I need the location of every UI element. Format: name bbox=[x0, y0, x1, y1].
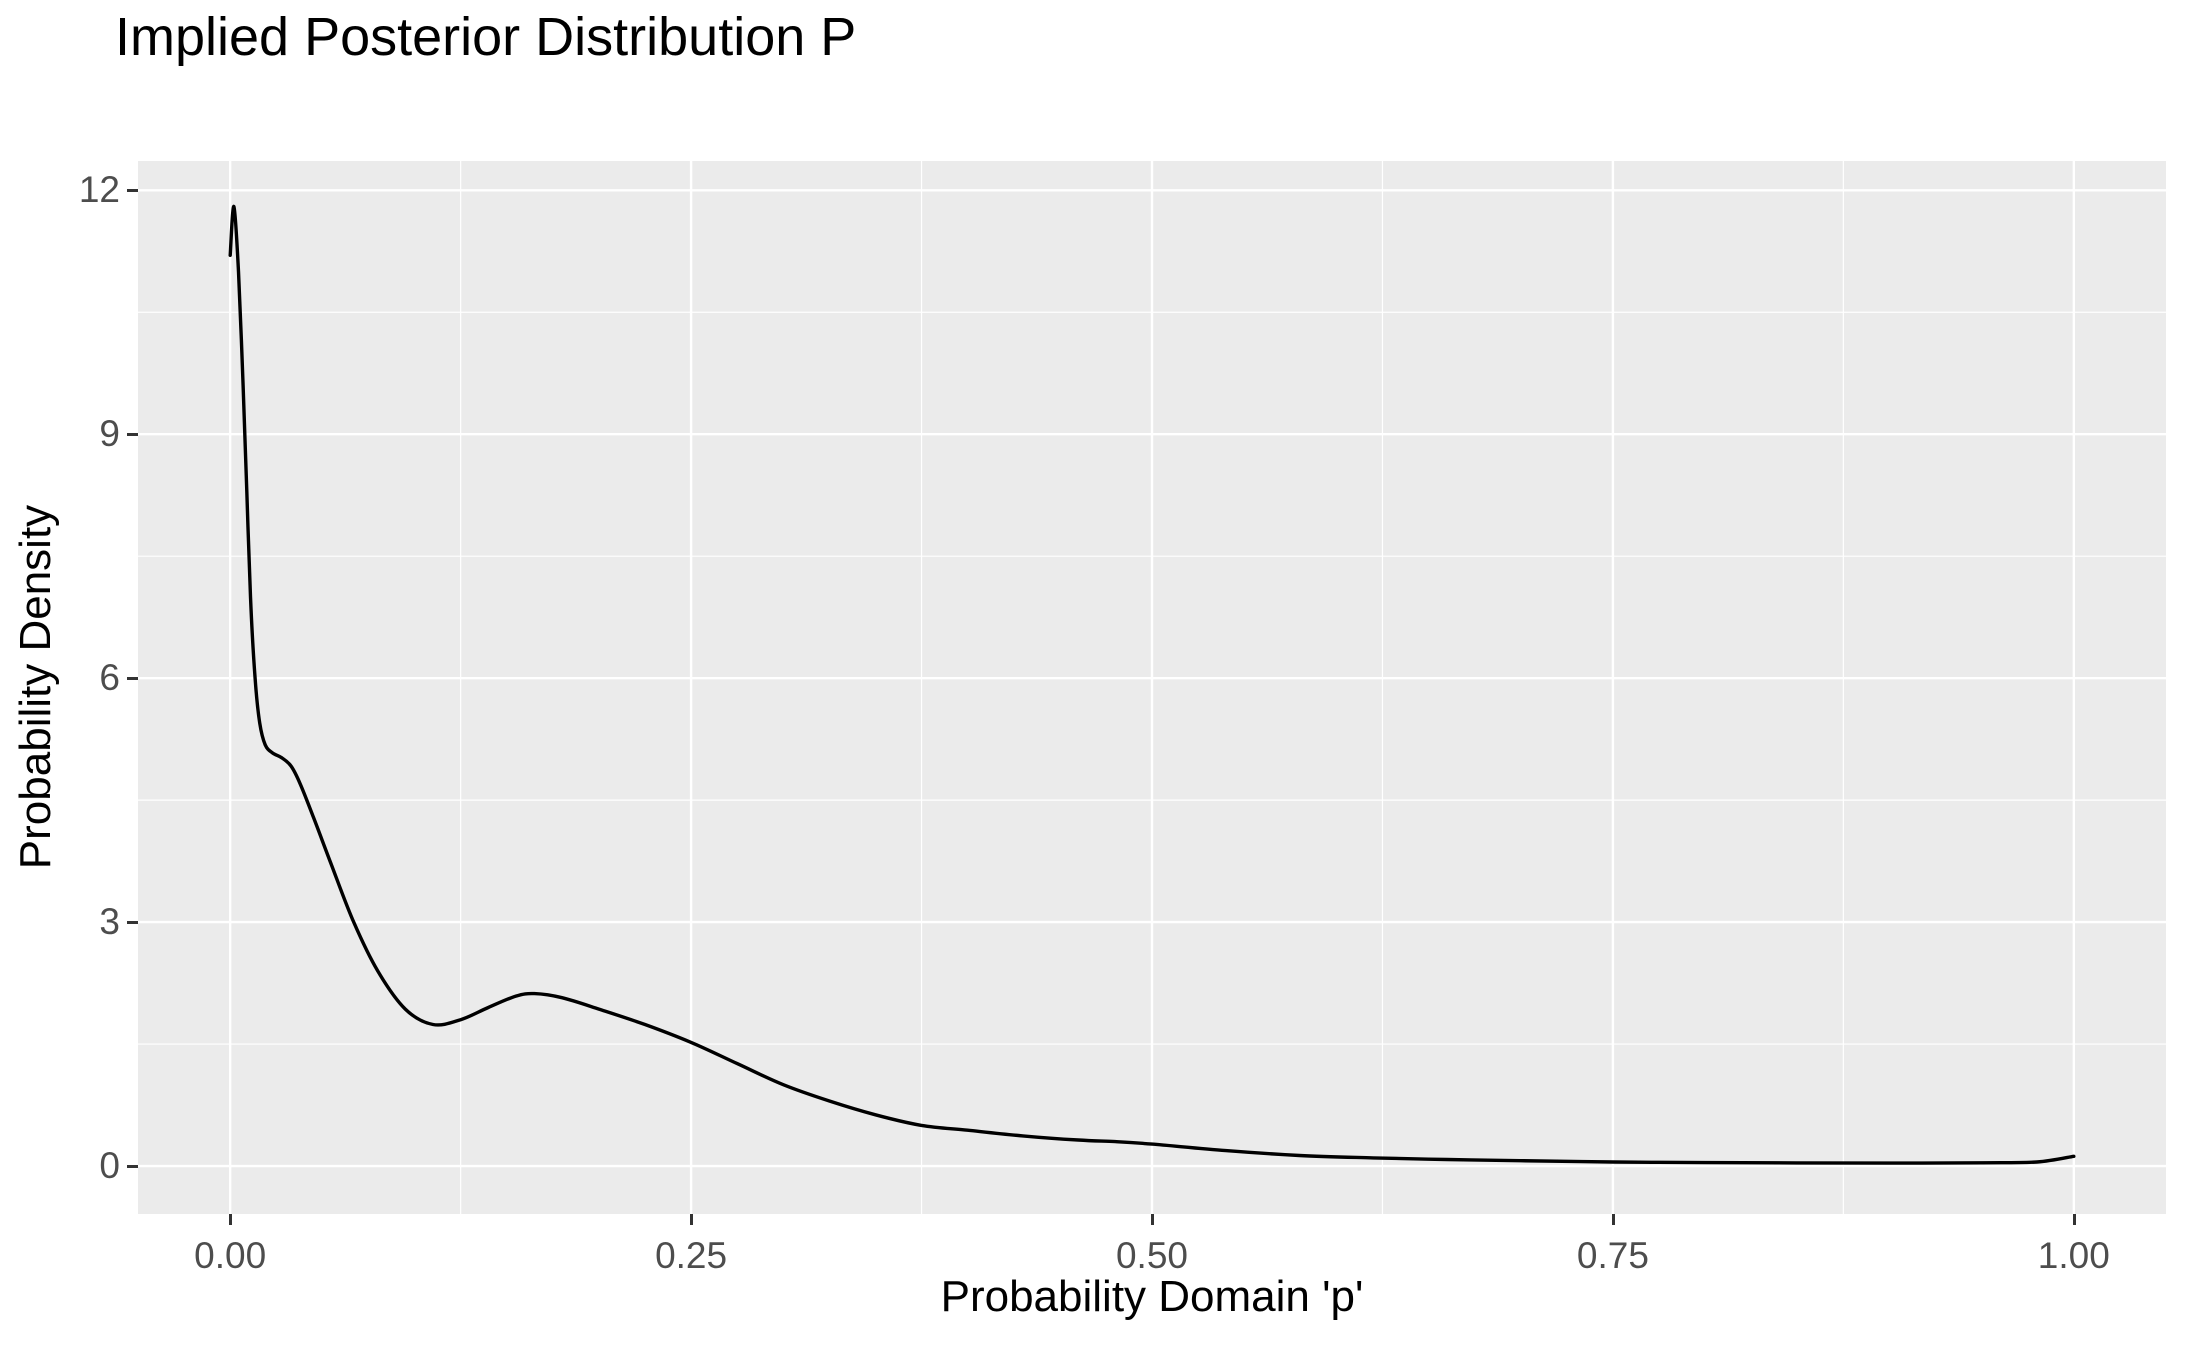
x-tick-label: 0.50 bbox=[1115, 1235, 1188, 1276]
y-tick-label: 6 bbox=[99, 657, 120, 699]
y-tick-label: 12 bbox=[78, 169, 120, 211]
density-curve bbox=[228, 204, 2076, 1165]
y-tick-mark bbox=[127, 433, 138, 437]
y-tick-mark bbox=[127, 921, 138, 925]
y-tick-mark bbox=[127, 1165, 138, 1169]
y-tick-label: 3 bbox=[99, 901, 120, 943]
chart-title: Implied Posterior Distribution P bbox=[115, 7, 857, 67]
x-tick-mark bbox=[690, 1214, 694, 1225]
x-tick-mark bbox=[2072, 1214, 2076, 1225]
chart-panel bbox=[138, 161, 2166, 1214]
x-tick-label: 0.75 bbox=[1576, 1235, 1649, 1276]
x-tick-mark bbox=[1611, 1214, 1615, 1225]
x-tick-mark bbox=[229, 1214, 233, 1225]
x-tick-label: 0.25 bbox=[655, 1235, 728, 1276]
x-tick-label: 0.00 bbox=[194, 1235, 267, 1276]
x-axis-title: Probability Domain 'p' bbox=[940, 1272, 1364, 1321]
y-tick-mark bbox=[127, 189, 138, 193]
x-tick-mark bbox=[1151, 1214, 1154, 1225]
y-tick-label: 9 bbox=[99, 413, 120, 455]
x-tick-label: 1.00 bbox=[2037, 1235, 2110, 1276]
y-tick-mark bbox=[127, 677, 138, 681]
y-tick-label: 0 bbox=[99, 1145, 120, 1187]
plot-area-svg bbox=[138, 161, 2166, 1214]
